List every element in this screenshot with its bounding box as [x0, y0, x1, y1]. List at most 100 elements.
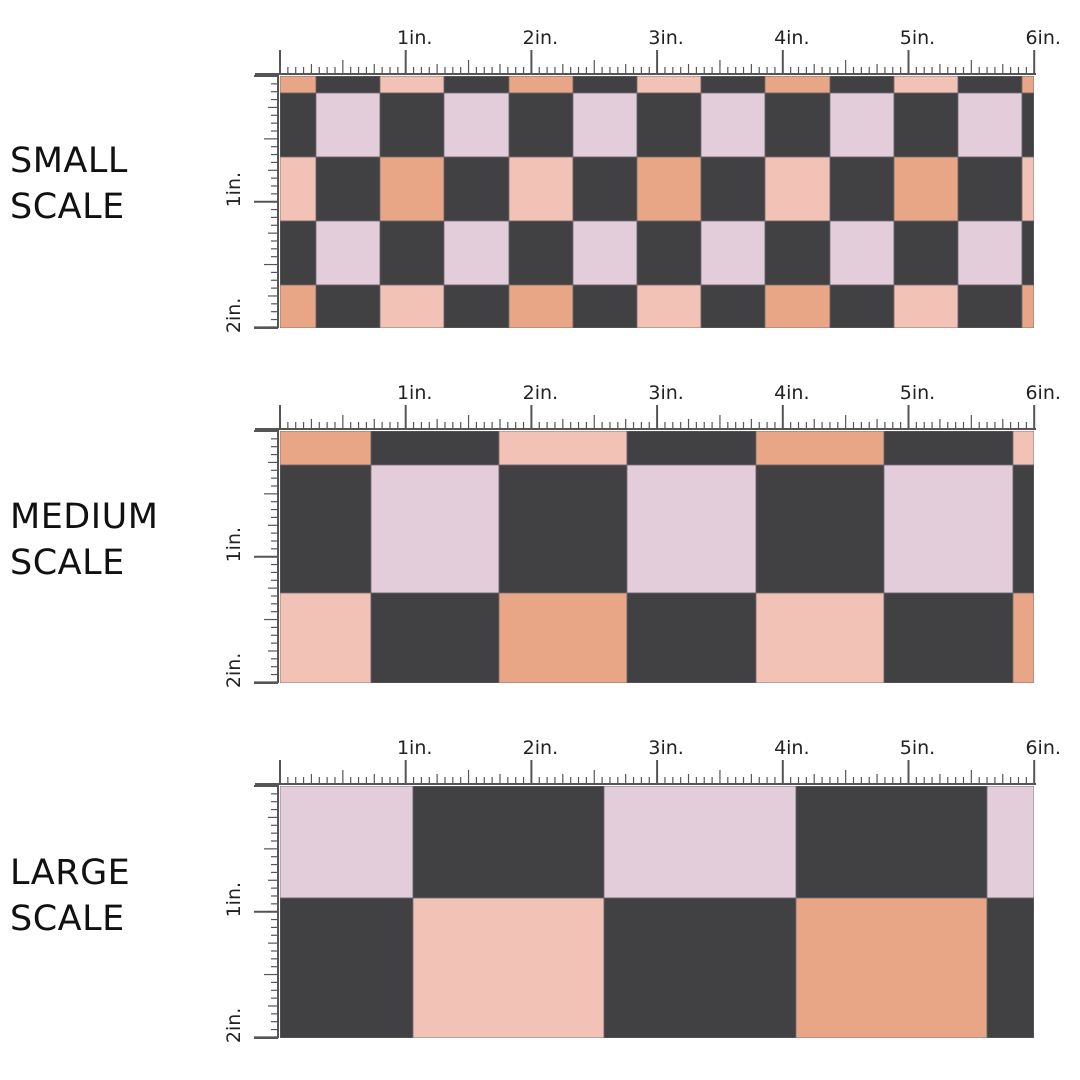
checker-square-dark [280, 464, 372, 594]
checker-square-dark [315, 156, 381, 222]
ruler-top-label-3: 3in. [648, 27, 683, 49]
checker-square-lilac [700, 92, 766, 158]
checker-square-dark [829, 76, 895, 94]
checker-square-peach [764, 284, 831, 328]
ruler-left-label-1: 1in. [223, 882, 245, 917]
checker-square-peach [379, 156, 445, 222]
checker-square-dark [379, 92, 445, 158]
ruler-top-label-5: 5in. [900, 737, 935, 759]
medium-scale-label-line1: MEDIUM [10, 497, 159, 537]
ruler-top-label-4: 4in. [774, 737, 809, 759]
checker-square-peach [1012, 592, 1034, 683]
checker-square-dark [1021, 92, 1034, 158]
checker-square-dark [370, 431, 500, 466]
checker-square-dark [700, 284, 766, 328]
checker-square-lilac [986, 786, 1034, 899]
checker-square-dark [957, 284, 1023, 328]
ruler-left-label-1: 1in. [223, 527, 245, 562]
checker-square-lilac [280, 786, 414, 899]
checker-square-dark [498, 464, 628, 594]
checker-square-peach [280, 284, 317, 328]
checker-square-blush [379, 76, 445, 94]
small-scale-label-line1: SMALL [10, 141, 128, 181]
checker-square-dark [957, 76, 1023, 94]
ruler-top-label-5: 5in. [900, 27, 935, 49]
checker-square-blush [893, 284, 959, 328]
ruler-top-label-6: 6in. [1025, 27, 1060, 49]
checker-square-dark [700, 76, 766, 94]
checker-square-blush [1021, 156, 1034, 222]
checker-square-blush [636, 76, 702, 94]
checker-square-dark [572, 76, 638, 94]
checker-square-lilac [315, 220, 381, 286]
pattern-svg [280, 76, 1034, 328]
checker-square-lilac [572, 92, 638, 158]
pattern-svg [280, 431, 1034, 683]
ruler-top-label-1: 1in. [397, 27, 432, 49]
pattern-svg [280, 786, 1034, 1038]
checker-square-dark [986, 897, 1034, 1038]
checker-square-dark [636, 92, 702, 158]
checker-square-lilac [370, 464, 500, 594]
checker-square-dark [1012, 464, 1034, 594]
checker-square-peach [755, 431, 885, 466]
checker-square-lilac [603, 786, 797, 899]
ruler-top-label-6: 6in. [1025, 737, 1060, 759]
checker-square-blush [280, 156, 317, 222]
checker-square-dark [370, 592, 500, 683]
medium-scale-label: MEDIUM SCALE [10, 494, 158, 586]
ruler-left-label-2: 2in. [223, 653, 245, 688]
checker-square-lilac [443, 92, 510, 158]
checker-square-dark [443, 284, 510, 328]
ruler-left-label-2: 2in. [223, 298, 245, 333]
ruler-top-label-6: 6in. [1025, 382, 1060, 404]
checker-square-dark [280, 897, 414, 1038]
large-scale-panel: 1in. 2in. 3in. 4in. 5in. 6in. 1in. 2in. [223, 724, 1070, 1054]
checker-square-blush [764, 156, 831, 222]
checker-square-dark [795, 786, 988, 899]
checker-square-dark [829, 156, 895, 222]
checker-square-dark [603, 897, 797, 1038]
checker-square-blush [379, 284, 445, 328]
small-scale-swatch [280, 76, 1034, 328]
checker-square-peach [893, 156, 959, 222]
medium-scale-label-line2: SCALE [10, 543, 125, 583]
checker-square-dark [764, 220, 831, 286]
checker-square-lilac [829, 92, 895, 158]
small-scale-label-line2: SCALE [10, 187, 125, 227]
small-scale-label: SMALL SCALE [10, 138, 128, 230]
checker-square-lilac [572, 220, 638, 286]
checker-square-lilac [829, 220, 895, 286]
large-scale-label-line1: LARGE [10, 853, 131, 893]
checker-square-dark [443, 76, 510, 94]
ruler-left-label-2: 2in. [223, 1008, 245, 1043]
checker-square-blush [1012, 431, 1034, 466]
checker-square-dark [508, 92, 574, 158]
checker-square-dark [829, 284, 895, 328]
checker-square-lilac [700, 220, 766, 286]
checker-square-dark [1021, 220, 1034, 286]
ruler-top-label-1: 1in. [397, 382, 432, 404]
checker-square-peach [795, 897, 988, 1038]
checker-square-peach [508, 76, 574, 94]
checker-square-peach [280, 431, 372, 466]
checker-square-blush [755, 592, 885, 683]
ruler-top-label-1: 1in. [397, 737, 432, 759]
large-scale-swatch [280, 786, 1034, 1038]
checker-square-blush [636, 284, 702, 328]
checker-square-lilac [626, 464, 757, 594]
checker-square-lilac [957, 220, 1023, 286]
ruler-top-label-2: 2in. [523, 27, 558, 49]
checker-square-peach [764, 76, 831, 94]
checker-square-dark [764, 92, 831, 158]
small-scale-panel: 1in. 2in. 3in. 4in. 5in. 6in. 1in. 2in. [223, 14, 1070, 344]
checker-square-dark [412, 786, 605, 899]
checker-square-dark [280, 92, 317, 158]
ruler-left-label-1: 1in. [223, 172, 245, 207]
checker-square-lilac [443, 220, 510, 286]
checker-square-dark [443, 156, 510, 222]
large-scale-label: LARGE SCALE [10, 850, 130, 942]
checker-square-dark [572, 284, 638, 328]
checker-square-blush [412, 897, 605, 1038]
checker-square-blush [893, 76, 959, 94]
